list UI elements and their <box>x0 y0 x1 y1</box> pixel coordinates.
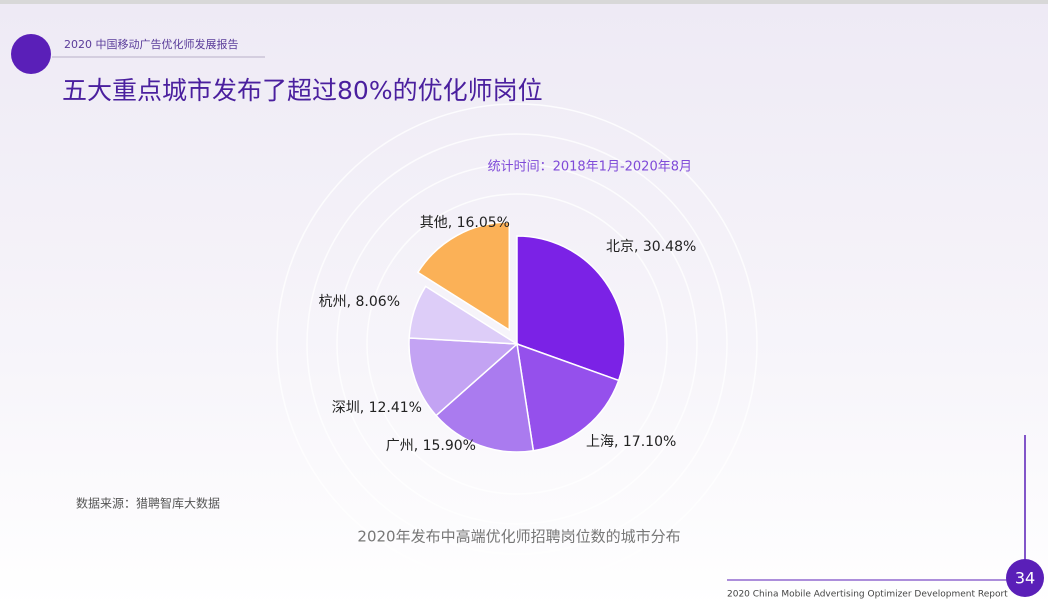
header-tag: 2020 中国移动广告优化师发展报告 <box>64 37 239 51</box>
data-label: 深圳, 12.41% <box>332 400 422 416</box>
data-label: 北京, 30.48% <box>606 239 696 255</box>
header-dot <box>11 34 51 74</box>
chart-subtitle: 统计时间：2018年1月-2020年8月 <box>488 160 692 175</box>
slide-title: 五大重点城市发布了超过80%的优化师岗位 <box>62 76 543 105</box>
pie-slice <box>516 342 620 452</box>
data-label: 杭州, 8.06% <box>319 294 400 310</box>
decor-rings <box>276 103 758 585</box>
source: 数据来源：猎聘智库大数据 <box>76 496 220 511</box>
data-label: 广州, 15.90% <box>386 438 476 454</box>
data-label: 上海, 17.10% <box>586 434 676 450</box>
page-badge <box>1006 559 1044 597</box>
pie-slice <box>408 285 520 345</box>
pie-slice <box>435 342 535 453</box>
chart-title: 2020年发布中高端优化师招聘岗位数的城市分布 <box>357 528 680 546</box>
top-bar <box>0 0 1048 4</box>
data-label: 其他, 16.05% <box>420 215 510 231</box>
pie-slice <box>408 337 519 417</box>
pie: 北京, 30.48% 上海, 17.10% 广州, 15.90% 深圳, 12.41%… <box>319 215 697 454</box>
pie-slice <box>516 235 626 382</box>
page-number: 34 <box>1015 569 1035 588</box>
pie-slice <box>416 221 511 332</box>
footer-text: 2020 China Mobile Advertising Optimizer … <box>727 590 1008 600</box>
